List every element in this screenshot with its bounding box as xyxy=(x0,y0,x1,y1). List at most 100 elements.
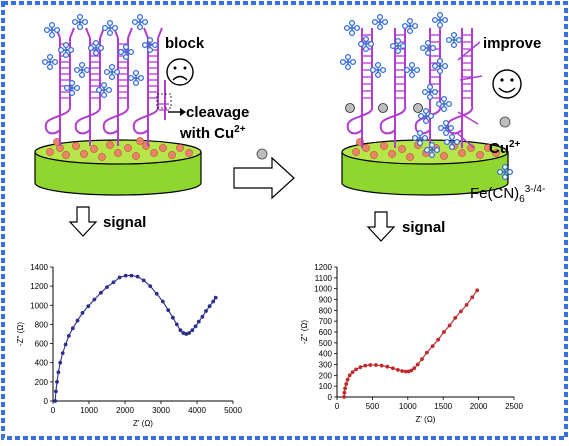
right-y-tick-label: 1100 xyxy=(315,274,333,283)
left-data-point xyxy=(105,285,109,289)
left-data-point xyxy=(111,280,116,285)
right-y-tick-label: 0 xyxy=(328,393,333,402)
right-data-point xyxy=(470,295,475,300)
right-y-tick-label: 400 xyxy=(319,350,333,359)
right-y-tick-label: 500 xyxy=(319,339,333,348)
right-x-tick-label: 2000 xyxy=(470,402,488,411)
left-data-point xyxy=(141,278,146,283)
right-nyquist-chart: 0 500 1000 1500 2000 250001002003004005006007… xyxy=(300,263,523,424)
right-data-point xyxy=(436,337,441,342)
left-x-tick-label: 0 xyxy=(51,406,56,415)
left-x-tick-label: 5000 xyxy=(224,406,242,415)
left-data-point xyxy=(196,319,201,324)
left-data-point xyxy=(166,308,171,312)
right-data-point xyxy=(374,363,378,367)
cu-ions-bound xyxy=(345,103,423,113)
cleavage-label-1: cleavage xyxy=(186,104,249,121)
left-nanoparticles xyxy=(46,137,193,161)
left-data-point xyxy=(200,314,205,319)
right-down-arrow-icon xyxy=(366,211,396,242)
left-down-arrow-icon xyxy=(68,206,98,237)
left-data-point xyxy=(207,304,212,309)
right-data-point xyxy=(354,367,358,372)
left-data-point xyxy=(190,328,195,333)
left-data-point xyxy=(86,304,91,309)
left-data-point xyxy=(171,315,175,320)
improve-label: improve xyxy=(483,35,541,52)
sad-face-icon xyxy=(166,58,194,86)
cleavage-sup: 2+ xyxy=(234,124,246,135)
right-data-point xyxy=(442,330,446,334)
left-data-point xyxy=(154,291,159,296)
left-dna-strands xyxy=(44,27,172,147)
right-y-axis-title: -Z'' (Ω) xyxy=(300,320,309,344)
left-signal-label: signal xyxy=(103,214,146,231)
svg-text:Fe(CN)63-/4-: Fe(CN)63-/4- xyxy=(470,184,545,205)
right-data-point xyxy=(447,323,452,328)
left-x-axis-title: Z' (Ω) xyxy=(133,419,153,428)
right-data-point xyxy=(345,377,350,382)
right-x-tick-label: 0 xyxy=(335,402,340,411)
left-data-point xyxy=(135,274,140,279)
left-x-tick-label: 1000 xyxy=(80,406,98,415)
left-data-point xyxy=(58,360,63,365)
right-data-point xyxy=(403,369,408,374)
right-data-point xyxy=(425,350,429,355)
left-data-point xyxy=(60,351,65,355)
left-y-tick-label: 400 xyxy=(35,359,49,368)
left-y-tick-label: 1200 xyxy=(30,282,48,291)
right-data-point xyxy=(459,309,463,314)
left-data-point xyxy=(213,295,218,300)
svg-text:with Cu2+: with Cu2+ xyxy=(179,124,246,142)
left-series-line xyxy=(54,275,217,402)
left-data-point xyxy=(178,328,183,333)
right-data-point xyxy=(412,366,417,371)
right-data-point xyxy=(453,316,458,320)
right-y-tick-label: 800 xyxy=(319,306,333,315)
left-x-tick-label: 4000 xyxy=(188,406,206,415)
left-data-point xyxy=(123,273,128,278)
block-label: block xyxy=(165,35,205,52)
cu-legend-icon xyxy=(499,116,511,128)
left-data-point xyxy=(53,399,58,403)
right-x-axis-title: Z' (Ω) xyxy=(416,415,436,424)
cu-legend-label: Cu xyxy=(489,140,509,157)
left-x-tick-label: 2000 xyxy=(116,406,134,415)
right-y-tick-label: 200 xyxy=(319,371,333,380)
right-data-point xyxy=(363,363,368,368)
left-y-tick-label: 1400 xyxy=(30,263,48,272)
cu-legend-sup: 2+ xyxy=(509,139,521,150)
left-data-point xyxy=(75,318,80,323)
left-data-point xyxy=(160,299,165,304)
right-data-point xyxy=(342,390,347,395)
right-data-point xyxy=(368,363,373,367)
right-signal-label: signal xyxy=(402,219,445,236)
right-data-point xyxy=(358,365,363,370)
right-y-tick-label: 600 xyxy=(319,328,333,337)
cleavage-label-2: with Cu xyxy=(179,125,234,142)
left-data-point xyxy=(117,275,122,280)
left-nyquist-chart: 0 1000 2000 3000 4000 5000 0 200 400 600 800 1000 12… xyxy=(16,263,242,428)
left-data-point xyxy=(70,326,75,331)
right-x-tick-label: 1500 xyxy=(434,402,452,411)
left-data-point xyxy=(56,370,61,375)
left-data-point xyxy=(204,309,208,313)
left-data-point xyxy=(187,331,192,335)
left-data-point xyxy=(193,324,198,329)
fe-legend-sup: 3-/4- xyxy=(525,184,546,195)
right-data-point xyxy=(379,363,384,368)
right-x-tick-label: 2500 xyxy=(505,402,523,411)
signal-rays xyxy=(455,41,483,149)
right-x-tick-label: 1000 xyxy=(399,402,417,411)
right-data-point xyxy=(385,364,390,369)
left-data-point xyxy=(66,334,71,338)
right-y-tick-label: 700 xyxy=(319,317,333,326)
left-y-axis-title: -Z'' (Ω) xyxy=(16,322,25,346)
left-data-point xyxy=(181,331,186,335)
right-data-point xyxy=(343,386,347,391)
fe-legend-sub: 6 xyxy=(519,194,525,205)
happy-face-icon xyxy=(492,69,522,99)
